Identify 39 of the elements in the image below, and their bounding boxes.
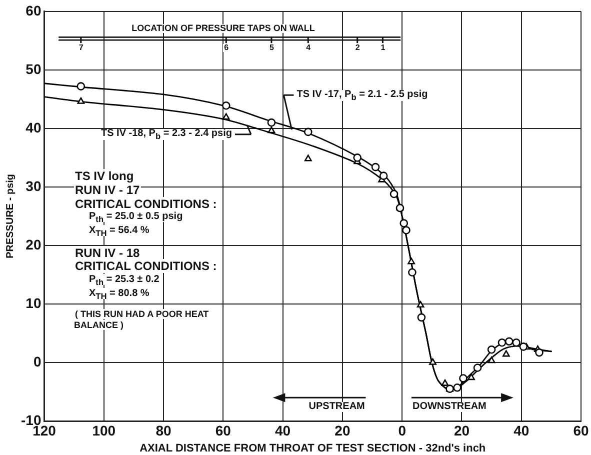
x-tick-label: 60 [215, 422, 232, 438]
y-tick-label: 10 [26, 294, 42, 311]
x-tick-label: 0 [398, 422, 406, 438]
annotation: TS IV -18, P$_{b}$ = 2.3 - 2.4 psig [100, 128, 233, 141]
annotation: 5 [268, 43, 275, 52]
x-tick-label: 60 [573, 422, 589, 438]
annotation: 1 [380, 43, 386, 52]
annotation: LOCATION OF PRESSURE TAPS ON WALL [130, 23, 316, 34]
annotation: 7 [78, 43, 84, 52]
x-axis-title: AXIAL DISTANCE FROM THROAT OF TEST SECTION - 32nd's inch [140, 442, 486, 454]
annotation: 6 [223, 43, 230, 52]
annotation: UPSTREAM [308, 400, 366, 412]
annotation: X$_{TH}$ = 56.4 % [88, 224, 150, 238]
y-tick-label: 30 [26, 178, 42, 194]
x-tick-label: 100 [92, 422, 116, 438]
annotation: RUN IV - 18 [74, 246, 141, 260]
annotation: P$_{th}$ = 25.3 ± 0.2 [88, 274, 160, 288]
annotation: RUN IV - 17 [74, 182, 141, 197]
x-tick-label: 40 [275, 422, 291, 438]
annotation: P$_{th}$ = 25.0 ± 0.5 psig [88, 211, 184, 224]
annotation: TS IV -17, P$_{b}$ = 2.1 - 2.5 psig [296, 88, 429, 102]
y-tick-label: 50 [26, 60, 42, 77]
y-tick-label: 0 [33, 353, 42, 370]
x-tick-label: 80 [156, 422, 172, 438]
y-axis-title: PRESSURE - psig [4, 174, 16, 258]
annotation: 2 [354, 43, 361, 52]
y-tick-label: 60 [26, 2, 42, 18]
y-tick-label: 40 [26, 119, 42, 136]
annotation: CRITICAL CONDITIONS : [74, 196, 218, 211]
annotation: TS IV long [74, 169, 135, 183]
annotation: X$_{TH}$ = 80.8 % [88, 288, 150, 301]
annotation: 4 [305, 43, 312, 52]
annotation: DOWNSTREAM [411, 400, 488, 412]
x-tick-label: 20 [454, 422, 470, 438]
x-tick-label: 20 [334, 422, 350, 438]
y-tick-label: 20 [26, 236, 42, 252]
annotation: CRITICAL CONDITIONS : [74, 259, 218, 274]
annotation: ( THIS RUN HAD A POOR HEAT BALANCE ) [74, 309, 209, 330]
x-tick-label: 40 [514, 422, 530, 438]
